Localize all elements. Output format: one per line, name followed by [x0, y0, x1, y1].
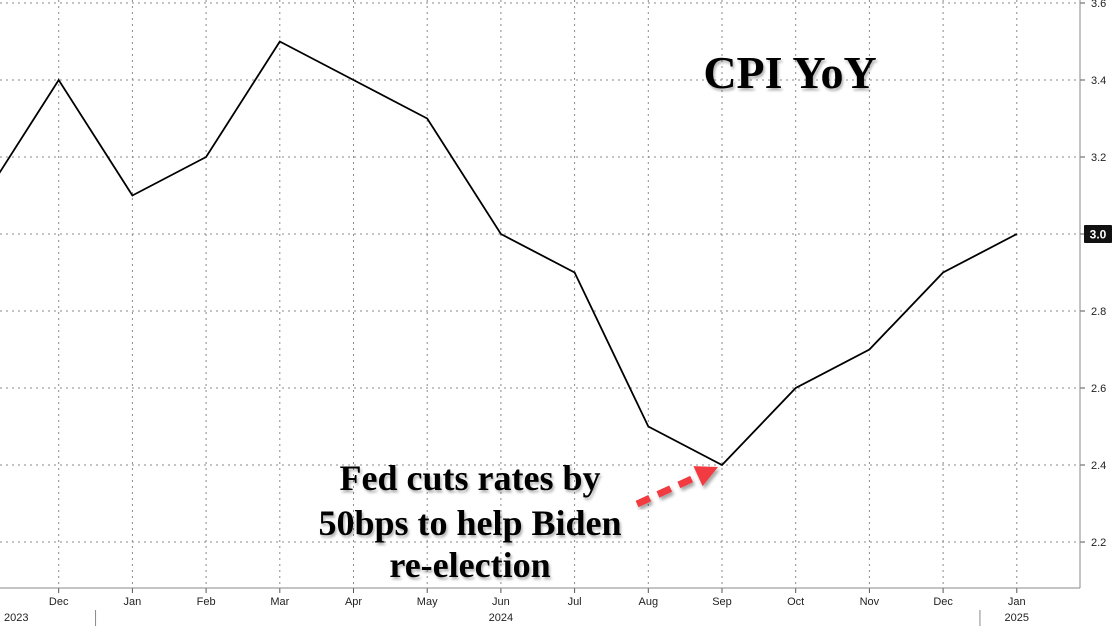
year-label: 2025 [1005, 612, 1029, 624]
year-label: 2024 [489, 612, 513, 624]
y-tick-label: 2.2 [1091, 537, 1106, 549]
data-point [721, 464, 723, 466]
data-point [205, 156, 207, 158]
annotation-arrow-shaft [635, 472, 700, 508]
x-tick-label: Dec [933, 596, 953, 608]
data-point [426, 118, 428, 119]
annotation-layer: Fed cuts rates by 50bps to help Bidenre-e… [318, 458, 718, 585]
x-tick-label: Aug [639, 596, 659, 608]
annotation-text-line: re-election [389, 545, 550, 585]
data-point [574, 272, 576, 273]
annotation-arrow-head [693, 466, 718, 487]
data-point [279, 41, 281, 42]
data-point [58, 79, 60, 81]
y-tick-label: 2.6 [1091, 383, 1106, 395]
data-point [500, 233, 502, 235]
x-tick-label: Apr [345, 596, 362, 608]
y-tick-label: 2.4 [1091, 460, 1106, 472]
x-tick-label: Jan [1008, 596, 1026, 608]
data-point [647, 426, 649, 427]
annotation-text-line: 50bps to help Biden [318, 503, 621, 543]
x-tick-label: Jun [492, 596, 510, 608]
chart-title: CPI YoY [703, 47, 876, 98]
data-point [131, 195, 133, 196]
x-tick-label: Jan [124, 596, 142, 608]
last-value-badge [1084, 225, 1112, 243]
y-tick-label: 3.6 [1091, 0, 1106, 10]
data-point [942, 272, 944, 273]
series-layer [0, 40, 1018, 467]
grid-layer [0, 0, 1080, 588]
y-tick-label: 3.2 [1091, 152, 1106, 164]
data-point [795, 387, 797, 389]
data-point [353, 79, 354, 81]
x-tick-label: Oct [787, 596, 804, 608]
annotation-text-line: Fed cuts rates by [340, 458, 601, 498]
x-tick-label: Dec [49, 596, 69, 608]
x-tick-label: Sep [712, 596, 732, 608]
x-tick-label: Nov [860, 596, 880, 608]
x-tick-label: Feb [197, 596, 216, 608]
cpi-yoy-line [0, 40, 1018, 467]
y-tick-label: 2.8 [1091, 306, 1106, 318]
y-tick-label: 3.4 [1091, 75, 1106, 87]
data-point [868, 349, 870, 350]
data-point [1016, 233, 1018, 235]
x-tick-label: May [417, 596, 438, 608]
year-label: 2023 [4, 612, 28, 624]
x-tick-label: Mar [270, 596, 289, 608]
last-value-label: 3.0 [1090, 228, 1107, 242]
x-tick-label: Jul [568, 596, 582, 608]
